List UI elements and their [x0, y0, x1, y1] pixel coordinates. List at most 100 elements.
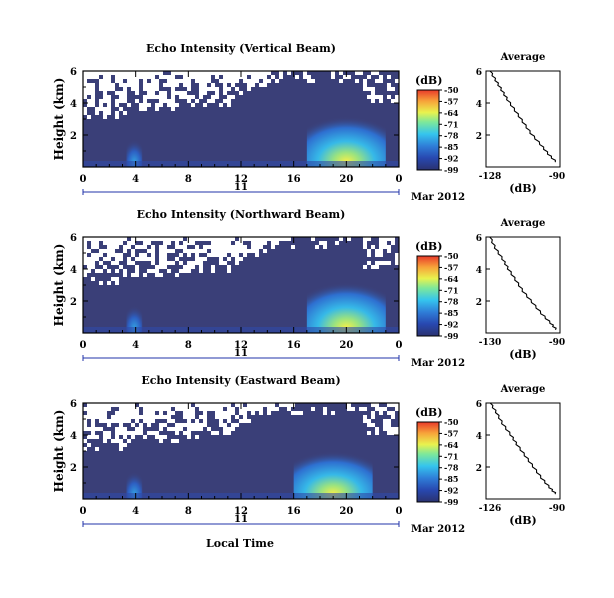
no-data-cell	[123, 407, 127, 411]
no-data-cell	[227, 269, 231, 273]
no-data-cell	[87, 403, 91, 407]
no-data-cell	[383, 407, 387, 411]
no-data-cell	[167, 241, 171, 245]
no-data-cell	[231, 237, 235, 241]
no-data-cell	[323, 411, 327, 415]
no-data-cell	[131, 423, 135, 427]
no-data-cell	[223, 249, 227, 253]
no-data-cell	[127, 415, 131, 419]
no-data-cell	[151, 419, 155, 423]
no-data-cell	[103, 87, 107, 91]
no-data-cell	[171, 403, 175, 407]
no-data-cell	[287, 237, 291, 241]
no-data-cell	[347, 237, 351, 241]
no-data-cell	[151, 253, 155, 257]
no-data-cell	[183, 269, 187, 273]
no-data-cell	[147, 71, 151, 75]
no-data-cell	[179, 79, 183, 83]
no-data-cell	[131, 79, 135, 83]
no-data-cell	[103, 237, 107, 241]
no-data-cell	[123, 237, 127, 241]
no-data-cell	[83, 439, 87, 443]
no-data-cell	[227, 257, 231, 261]
no-data-cell	[155, 95, 159, 99]
no-data-cell	[223, 241, 227, 245]
no-data-cell	[119, 265, 123, 269]
no-data-cell	[119, 403, 123, 407]
no-data-cell	[219, 245, 223, 249]
no-data-cell	[123, 431, 127, 435]
no-data-cell	[143, 403, 147, 407]
no-data-cell	[187, 431, 191, 435]
no-data-cell	[259, 245, 263, 249]
no-data-cell	[367, 87, 371, 91]
no-data-cell	[147, 431, 151, 435]
no-data-cell	[167, 249, 171, 253]
no-data-cell	[175, 83, 179, 87]
no-data-cell	[379, 261, 383, 265]
no-data-cell	[387, 431, 391, 435]
no-data-cell	[391, 99, 395, 103]
no-data-cell	[135, 411, 139, 415]
no-data-cell	[135, 431, 139, 435]
no-data-cell	[159, 415, 163, 419]
avg-x-label: (dB)	[509, 514, 536, 527]
no-data-cell	[279, 71, 283, 75]
no-data-cell	[375, 403, 379, 407]
no-data-cell	[311, 79, 315, 83]
no-data-cell	[103, 411, 107, 415]
no-data-cell	[391, 411, 395, 415]
no-data-cell	[387, 95, 391, 99]
no-data-cell	[195, 261, 199, 265]
echo-feature	[306, 111, 386, 167]
no-data-cell	[387, 403, 391, 407]
no-data-cell	[259, 407, 263, 411]
no-data-cell	[147, 407, 151, 411]
no-data-cell	[223, 253, 227, 257]
no-data-cell	[159, 265, 163, 269]
no-data-cell	[375, 265, 379, 269]
no-data-cell	[259, 237, 263, 241]
no-data-cell	[203, 423, 207, 427]
no-data-cell	[247, 403, 251, 407]
no-data-cell	[271, 403, 275, 407]
no-data-cell	[183, 95, 187, 99]
x-tick-label: 4	[132, 340, 139, 351]
no-data-cell	[219, 261, 223, 265]
no-data-cell	[111, 249, 115, 253]
no-data-cell	[107, 71, 111, 75]
no-data-cell	[115, 103, 119, 107]
no-data-cell	[211, 237, 215, 241]
no-data-cell	[179, 253, 183, 257]
no-data-cell	[127, 407, 131, 411]
no-data-cell	[195, 245, 199, 249]
no-data-cell	[155, 407, 159, 411]
no-data-cell	[375, 407, 379, 411]
colorbar-tick-label: -57	[444, 262, 458, 272]
no-data-cell	[147, 249, 151, 253]
no-data-cell	[159, 91, 163, 95]
no-data-cell	[107, 95, 111, 99]
no-data-cell	[123, 91, 127, 95]
no-data-cell	[147, 75, 151, 79]
no-data-cell	[139, 423, 143, 427]
no-data-cell	[119, 107, 123, 111]
no-data-cell	[163, 91, 167, 95]
no-data-cell	[95, 253, 99, 257]
no-data-cell	[107, 75, 111, 79]
no-data-cell	[135, 407, 139, 411]
no-data-cell	[215, 237, 219, 241]
avg-y-tick-label: 6	[476, 234, 482, 244]
no-data-cell	[163, 95, 167, 99]
no-data-cell	[387, 87, 391, 91]
no-data-cell	[379, 75, 383, 79]
no-data-cell	[199, 71, 203, 75]
no-data-cell	[347, 403, 351, 407]
no-data-cell	[375, 261, 379, 265]
no-data-cell	[295, 411, 299, 415]
no-data-cell	[123, 87, 127, 91]
no-data-cell	[375, 95, 379, 99]
no-data-cell	[191, 265, 195, 269]
no-data-cell	[259, 411, 263, 415]
no-data-cell	[115, 277, 119, 281]
